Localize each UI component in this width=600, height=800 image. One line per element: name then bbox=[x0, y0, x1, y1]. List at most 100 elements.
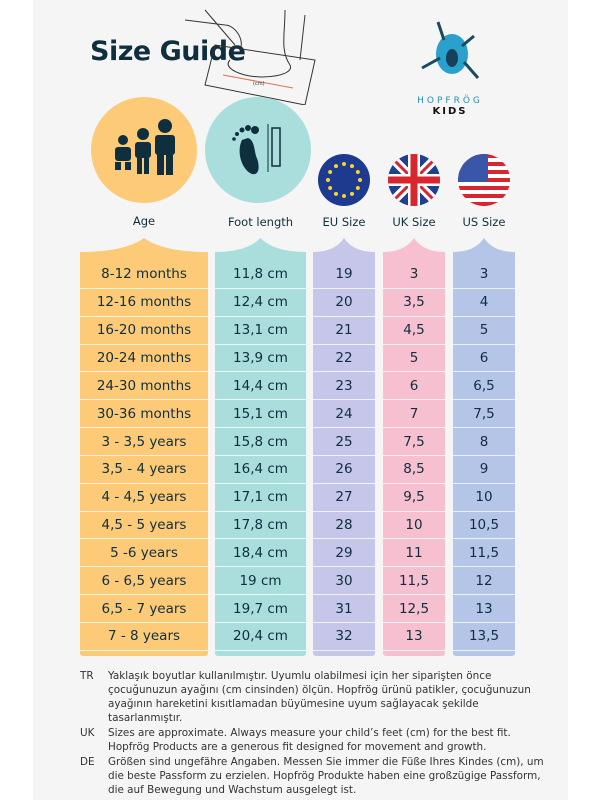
table-cell: 8-12 months bbox=[80, 261, 208, 289]
uk-flag-icon bbox=[388, 154, 440, 210]
foot-measuring-illustration-icon: (cm) bbox=[185, 9, 316, 105]
table-cell: 17,8 cm bbox=[215, 512, 306, 540]
table-cell: 12,5 bbox=[383, 595, 445, 624]
table-cell: 12,4 cm bbox=[215, 289, 306, 317]
note-language-code: UK bbox=[80, 727, 95, 739]
table-cell: 6 bbox=[383, 372, 445, 401]
table-cell: 27 bbox=[313, 484, 375, 512]
notes: TR Yaklaşık boyutlar kullanılmıştır. Uyum… bbox=[80, 669, 550, 798]
foot-icon-circle bbox=[205, 97, 311, 203]
table-cell: 24 bbox=[313, 400, 375, 429]
table-cell: 13,1 cm bbox=[215, 317, 306, 345]
table-cell: 9,5 bbox=[383, 484, 445, 512]
cm-label: (cm) bbox=[253, 81, 265, 87]
column-peak bbox=[383, 238, 445, 262]
table-cell: 21 bbox=[313, 317, 375, 345]
column-eu: 19 20 21 22 23 24 25 26 27 28 29 30 31 32 bbox=[313, 258, 375, 656]
table-cell: 11,5 bbox=[383, 567, 445, 596]
table-cell: 7 - 8 years bbox=[80, 623, 208, 651]
table-cell: 13 bbox=[453, 595, 515, 624]
uk-icon-circle bbox=[388, 154, 440, 210]
table-cell: 14,4 cm bbox=[215, 372, 306, 401]
table-cell: 24-30 months bbox=[80, 372, 208, 401]
eu-flag-icon bbox=[318, 154, 370, 210]
column-peak bbox=[313, 238, 375, 262]
column-uk: 3 3,5 4,5 5 6 7 7,5 8,5 9,5 10 11 11,5 12,5 13 bbox=[383, 258, 445, 656]
table-cell: 7,5 bbox=[453, 400, 515, 429]
table-cell: 22 bbox=[313, 345, 375, 373]
table-cell: 20,4 cm bbox=[215, 623, 306, 651]
column-header-us: US Size bbox=[462, 215, 506, 229]
table-cell: 19 bbox=[313, 261, 375, 289]
table-cell: 3 bbox=[383, 261, 445, 289]
table-cell: 7,5 bbox=[383, 428, 445, 456]
column-age: 8-12 months 12-16 months 16-20 months 20-24… bbox=[80, 258, 208, 656]
table-cell: 11 bbox=[383, 540, 445, 568]
table-cell: 6 bbox=[453, 345, 515, 373]
table-cell: 5 bbox=[453, 317, 515, 345]
table-cell: 13 bbox=[383, 623, 445, 651]
note-language-code: TR bbox=[80, 670, 94, 682]
table-cell: 13,9 cm bbox=[215, 345, 306, 373]
table-cell: 23 bbox=[313, 372, 375, 401]
table-cell: 19,7 cm bbox=[215, 595, 306, 624]
table-cell: 19 cm bbox=[215, 567, 306, 596]
brand-logo: HOPFRÖG KIDS bbox=[410, 18, 490, 117]
page-title: Size Guide bbox=[90, 36, 246, 67]
table-cell: 4 - 4,5 years bbox=[80, 484, 208, 512]
table-cell: 3,5 bbox=[383, 289, 445, 317]
table-cell: 25 bbox=[313, 428, 375, 456]
table-cell: 10 bbox=[383, 512, 445, 540]
table-cell: 6,5 bbox=[453, 372, 515, 401]
brand-sub: KIDS bbox=[432, 106, 468, 117]
table-cell: 6,5 - 7 years bbox=[80, 595, 208, 624]
table-cell: 9 bbox=[453, 456, 515, 484]
brand-name: HOPFRÖG bbox=[417, 96, 483, 106]
table-cell: 7 bbox=[383, 400, 445, 429]
table-cell: 5 bbox=[383, 345, 445, 373]
table-cell: 15,1 cm bbox=[215, 400, 306, 429]
table-cell: 13,5 bbox=[453, 623, 515, 651]
table-cell: 29 bbox=[313, 540, 375, 568]
table-cell: 20-24 months bbox=[80, 345, 208, 373]
table-cell: 17,1 cm bbox=[215, 484, 306, 512]
table-cell: 4,5 - 5 years bbox=[80, 512, 208, 540]
table-cell: 8 bbox=[453, 428, 515, 456]
table-cell: 15,8 cm bbox=[215, 428, 306, 456]
age-icon-circle bbox=[91, 97, 197, 203]
column-header-eu: EU Size bbox=[322, 215, 366, 229]
table-cell: 18,4 cm bbox=[215, 540, 306, 568]
table-cell: 26 bbox=[313, 456, 375, 484]
table-cell: 10,5 bbox=[453, 512, 515, 540]
table-cell: 11,5 bbox=[453, 540, 515, 568]
table-cell: 3 bbox=[453, 261, 515, 289]
column-header-foot: Foot length bbox=[227, 215, 294, 229]
table-cell: 10 bbox=[453, 484, 515, 512]
table-cell: 32 bbox=[313, 623, 375, 651]
note-language-code: DE bbox=[80, 756, 95, 768]
table-cell: 20 bbox=[313, 289, 375, 317]
table-cell: 30-36 months bbox=[80, 400, 208, 429]
note-text: Yaklaşık boyutlar kullanılmıştır. Uyumlu… bbox=[108, 670, 531, 724]
table-cell: 8,5 bbox=[383, 456, 445, 484]
eu-icon-circle bbox=[318, 154, 370, 210]
table-cell: 16,4 cm bbox=[215, 456, 306, 484]
table-cell: 4,5 bbox=[383, 317, 445, 345]
column-header-age: Age bbox=[132, 214, 156, 228]
frog-icon bbox=[421, 21, 480, 79]
note-de: DE Größen sind ungefähre Angaben. Messen … bbox=[80, 755, 550, 797]
column-peak bbox=[453, 238, 515, 262]
column-foot: 11,8 cm 12,4 cm 13,1 cm 13,9 cm 14,4 cm 15,1 … bbox=[215, 258, 306, 656]
column-peak bbox=[80, 238, 208, 262]
us-icon-circle bbox=[458, 154, 510, 208]
table-cell: 3,5 - 4 years bbox=[80, 456, 208, 484]
column-peak bbox=[215, 238, 306, 262]
column-us: 3 4 5 6 6,5 7,5 8 9 10 10,5 11,5 12 13 13,5 bbox=[453, 258, 515, 656]
table-cell: 30 bbox=[313, 567, 375, 596]
note-uk: UK Sizes are approximate. Always measure … bbox=[80, 726, 550, 754]
column-header-uk: UK Size bbox=[392, 215, 436, 229]
table-cell: 16-20 months bbox=[80, 317, 208, 345]
table-cell: 12 bbox=[453, 567, 515, 596]
table-cell: 5 -6 years bbox=[80, 540, 208, 568]
note-text: Sizes are approximate. Always measure yo… bbox=[108, 727, 511, 753]
